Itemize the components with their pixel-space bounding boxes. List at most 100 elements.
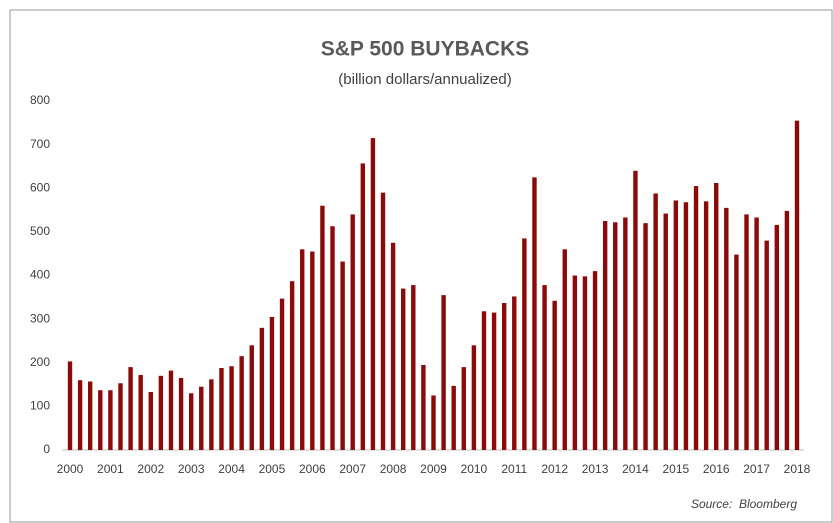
bar	[451, 385, 456, 450]
bar	[744, 214, 749, 450]
y-tick-label: 400	[30, 268, 50, 282]
x-tick-label: 2001	[97, 462, 124, 476]
bar	[168, 370, 174, 450]
bar	[259, 327, 265, 450]
bar	[774, 224, 780, 450]
bar	[623, 217, 628, 450]
bar	[158, 375, 164, 450]
x-tick-label: 2003	[178, 462, 205, 476]
y-tick-label: 600	[30, 180, 50, 194]
bar	[653, 193, 658, 451]
bar	[209, 379, 214, 450]
bar	[310, 251, 315, 450]
x-tick-label: 2013	[582, 462, 609, 476]
bar	[663, 213, 668, 450]
chart-subtitle: (billion dollars/annualized)	[338, 71, 511, 88]
source-note: Source: Bloomberg	[691, 497, 797, 511]
bar	[390, 242, 396, 450]
bar	[602, 220, 608, 450]
bar	[239, 356, 244, 450]
bar	[784, 210, 790, 450]
bar	[118, 383, 123, 450]
bar	[633, 170, 638, 451]
bar	[542, 285, 547, 450]
bar	[572, 275, 578, 450]
bar	[582, 276, 588, 450]
bar	[249, 345, 254, 450]
bar	[340, 261, 345, 450]
bar	[673, 200, 679, 450]
bar	[461, 367, 466, 450]
bar	[552, 300, 557, 450]
bar	[512, 296, 517, 450]
x-tick-label: 2018	[784, 462, 811, 476]
bar	[128, 367, 133, 450]
x-tick-label: 2014	[622, 462, 649, 476]
bar	[188, 393, 194, 450]
x-tick-label: 2012	[541, 462, 568, 476]
bar	[754, 217, 759, 450]
bar	[87, 381, 93, 450]
bar	[148, 391, 153, 450]
bar	[320, 205, 325, 450]
bar	[683, 202, 689, 450]
bar	[421, 364, 426, 450]
bar	[269, 316, 275, 450]
bar	[693, 186, 699, 450]
bar	[764, 240, 769, 450]
bar	[380, 192, 386, 451]
bar	[441, 295, 446, 450]
bar	[703, 201, 709, 450]
bar	[98, 390, 103, 450]
bar	[501, 302, 507, 450]
bar	[350, 214, 355, 450]
bar	[411, 285, 416, 450]
bar	[613, 222, 618, 450]
y-tick-label: 800	[30, 93, 50, 107]
bar	[714, 183, 719, 450]
bar	[67, 361, 73, 450]
bar	[138, 374, 143, 450]
bar	[522, 238, 527, 450]
bar	[481, 311, 487, 450]
bar	[229, 366, 234, 450]
y-tick-label: 300	[30, 311, 50, 325]
y-tick-label: 700	[30, 137, 50, 151]
bar	[401, 288, 406, 450]
x-tick-label: 2017	[743, 462, 770, 476]
bar	[330, 226, 335, 450]
x-tick-label: 2005	[259, 462, 286, 476]
bar	[108, 390, 113, 450]
bar	[300, 249, 305, 450]
bar	[360, 163, 366, 451]
bar	[431, 395, 436, 450]
bar	[491, 312, 497, 450]
y-tick-label: 0	[43, 442, 50, 456]
x-tick-label: 2006	[299, 462, 326, 476]
bar	[794, 120, 800, 450]
x-tick-label: 2011	[501, 462, 527, 476]
x-tick-label: 2015	[662, 462, 689, 476]
bar	[471, 345, 477, 450]
bar	[279, 298, 285, 450]
bar	[77, 380, 83, 450]
y-tick-label: 100	[30, 399, 50, 413]
bar	[532, 177, 537, 450]
bar	[178, 378, 184, 450]
bar	[219, 367, 224, 450]
bar	[370, 138, 376, 451]
x-tick-label: 2007	[339, 462, 366, 476]
bar	[199, 386, 204, 450]
x-tick-label: 2009	[420, 462, 447, 476]
bar	[643, 223, 648, 450]
x-tick-label: 2010	[461, 462, 488, 476]
bar	[562, 249, 567, 450]
bar	[724, 207, 729, 450]
y-tick-label: 200	[30, 355, 50, 369]
x-tick-label: 2016	[703, 462, 730, 476]
x-tick-label: 2000	[57, 462, 84, 476]
bar	[592, 271, 598, 450]
bar	[289, 281, 295, 450]
chart-title: S&P 500 BUYBACKS	[321, 38, 530, 61]
